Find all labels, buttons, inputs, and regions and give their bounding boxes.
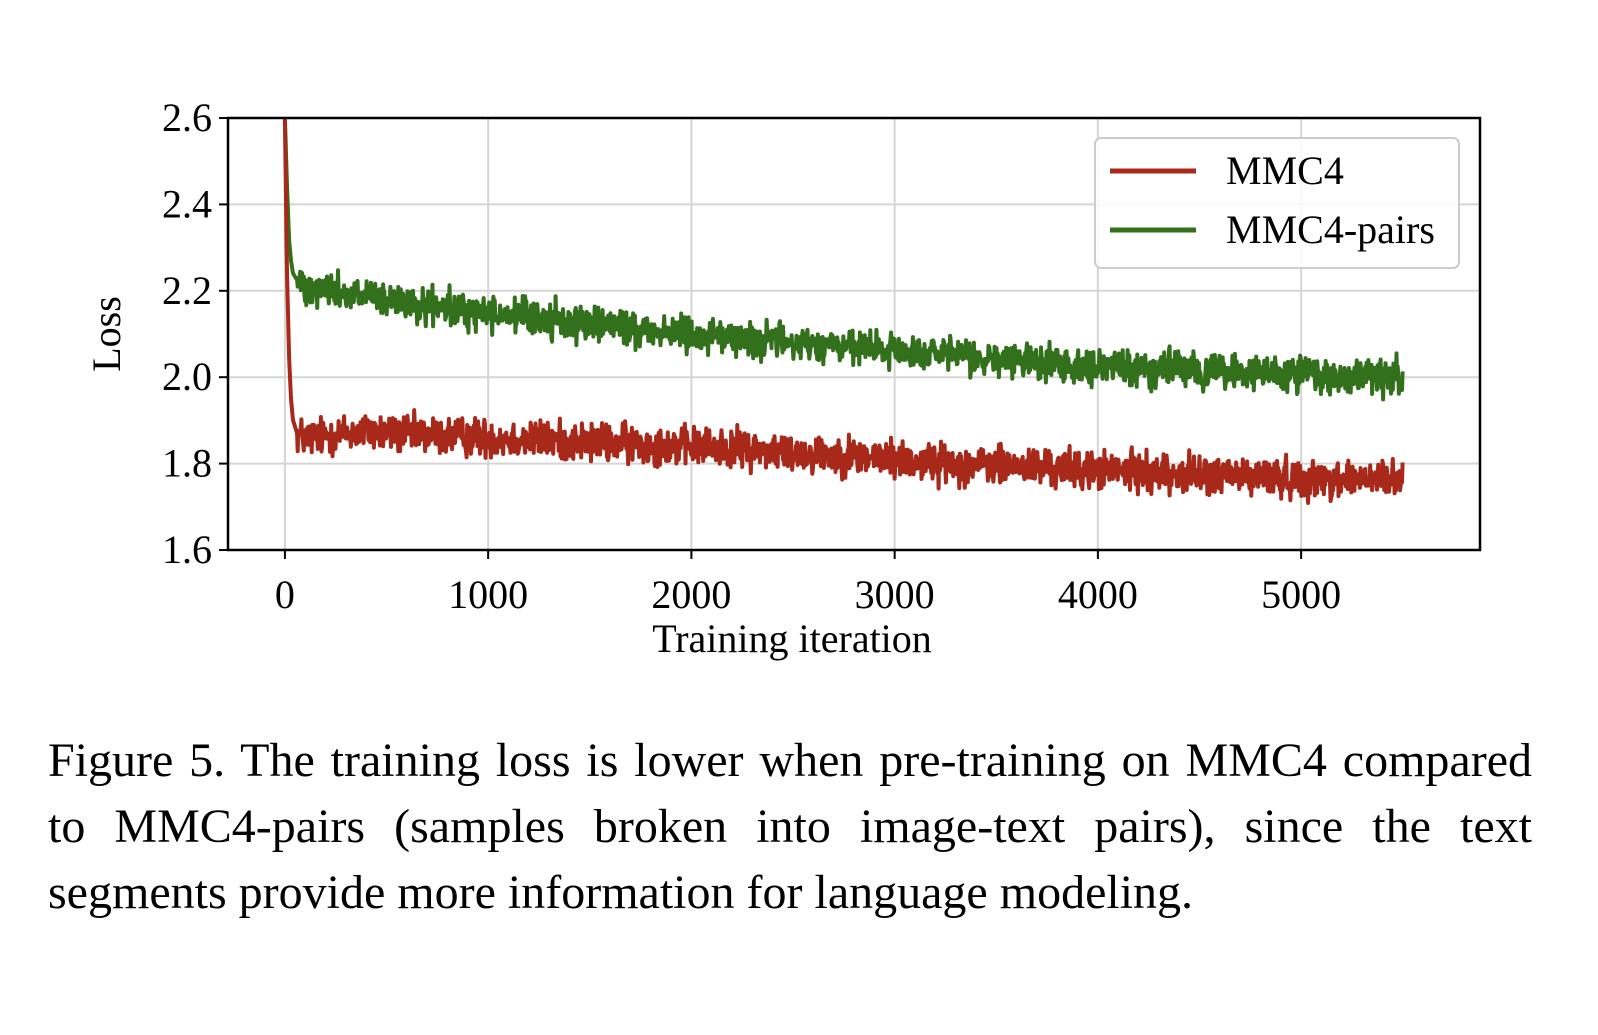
series-lines xyxy=(282,117,1405,505)
x-tick-label: 1000 xyxy=(448,572,528,617)
x-tick-label: 2000 xyxy=(651,572,731,617)
series-line-mmc4-pairs xyxy=(282,117,1405,402)
x-axis-label: Training iteration xyxy=(652,616,932,661)
ticks: 0 1000 2000 3000 4000 5000 1.6 1.8 2.0 2.2 2.4 2.6 xyxy=(162,95,1341,617)
y-tick-label: 2.6 xyxy=(162,95,212,140)
figure-caption: Figure 5. The training loss is lower whe… xyxy=(48,734,1532,919)
x-tick-label: 5000 xyxy=(1261,572,1341,617)
x-tick-label: 0 xyxy=(275,572,295,617)
y-tick-label: 2.0 xyxy=(162,354,212,399)
y-tick-label: 1.8 xyxy=(162,441,212,486)
y-tick-label: 2.4 xyxy=(162,181,212,226)
y-axis-label: Loss xyxy=(84,296,129,372)
series-line-mmc4 xyxy=(282,117,1405,505)
y-tick-label: 1.6 xyxy=(162,527,212,572)
y-tick-label: 2.2 xyxy=(162,268,212,313)
legend-label-mmc4-pairs: MMC4-pairs xyxy=(1226,207,1435,252)
x-tick-label: 3000 xyxy=(855,572,935,617)
legend: MMC4 MMC4-pairs xyxy=(1094,137,1460,269)
loss-chart: 0 1000 2000 3000 4000 50001.61.82.02.22.42.6 … xyxy=(84,95,1482,661)
axes-frame xyxy=(226,116,1482,552)
x-tick-label: 4000 xyxy=(1058,572,1138,617)
legend-label-mmc4: MMC4 xyxy=(1226,148,1344,193)
